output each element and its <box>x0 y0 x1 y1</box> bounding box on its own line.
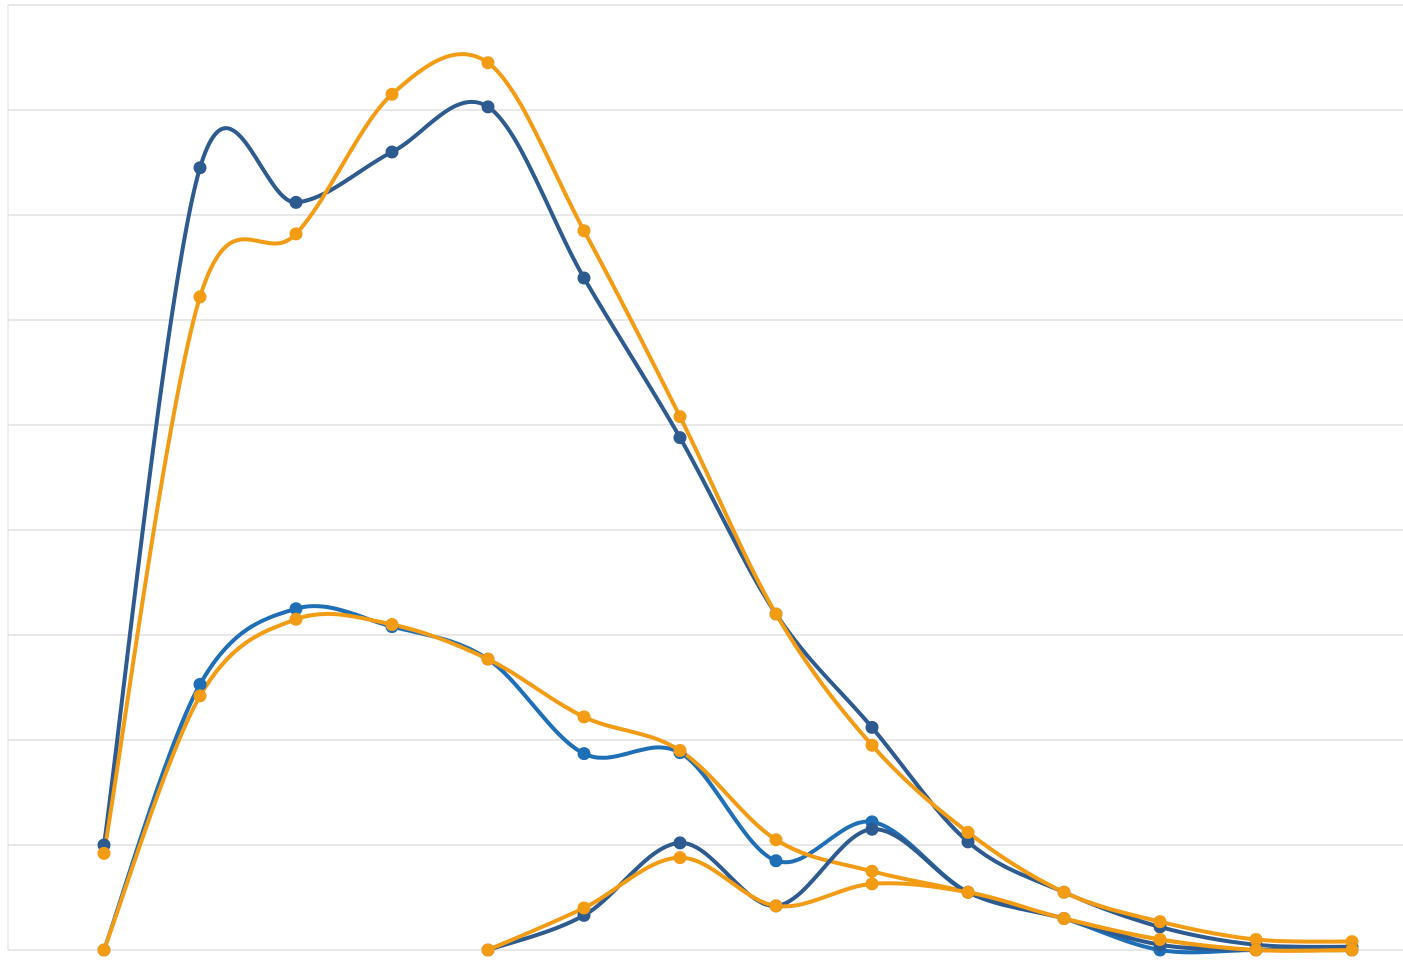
data-point-s2-x4 <box>481 56 495 70</box>
data-point-s3-x7 <box>769 854 783 868</box>
data-point-s1-x9 <box>961 835 975 849</box>
data-point-s6-x12 <box>1249 943 1263 957</box>
data-point-s6-x8 <box>865 877 879 891</box>
data-point-s5-x8 <box>865 822 879 836</box>
data-points <box>97 56 1359 957</box>
data-point-s3-x5 <box>577 747 591 761</box>
data-point-s2-x8 <box>865 738 879 752</box>
data-point-s2-x10 <box>1057 885 1071 899</box>
series-line-4 <box>102 611 1354 953</box>
data-point-s4-x0 <box>97 943 111 957</box>
data-point-s3-x1 <box>193 677 207 691</box>
data-point-s1-x5 <box>577 271 591 285</box>
data-point-s2-x11 <box>1153 915 1167 929</box>
data-point-s1-x1 <box>193 161 207 175</box>
data-point-s6-x13 <box>1345 943 1359 957</box>
data-point-s4-x6 <box>673 744 687 757</box>
data-point-s2-x3 <box>385 87 399 101</box>
data-point-s2-x12 <box>1249 933 1263 946</box>
series-line-3 <box>102 604 1354 955</box>
data-point-s1-x4 <box>481 100 495 114</box>
data-point-s4-x3 <box>385 618 399 631</box>
data-point-s6-x11 <box>1153 933 1167 946</box>
data-point-s2-x2 <box>289 227 303 241</box>
data-point-s6-x5 <box>577 901 591 915</box>
series-line-5 <box>486 827 1354 953</box>
data-point-s2-x7 <box>769 607 783 621</box>
series-lines <box>102 52 1354 955</box>
data-point-s6-x9 <box>961 885 975 899</box>
data-point-s1-x3 <box>385 145 399 159</box>
data-point-s1-x2 <box>289 195 303 209</box>
series-line-6 <box>486 855 1354 953</box>
data-point-s2-x9 <box>961 825 975 839</box>
data-point-s2-x5 <box>577 224 591 238</box>
data-point-s4-x1 <box>193 689 207 703</box>
data-point-s5-x6 <box>673 836 687 850</box>
data-point-s1-x8 <box>865 720 879 734</box>
data-point-s2-x0 <box>97 846 111 860</box>
data-point-s3-x2 <box>289 602 303 616</box>
data-point-s6-x4 <box>481 943 495 957</box>
series-line-2 <box>102 52 1354 944</box>
data-point-s4-x5 <box>577 710 591 724</box>
data-point-s2-x6 <box>673 410 687 424</box>
data-point-s6-x10 <box>1057 912 1071 925</box>
data-point-s4-x4 <box>481 652 495 666</box>
data-point-s2-x1 <box>193 290 207 304</box>
data-point-s6-x6 <box>673 851 687 865</box>
data-point-s4-x8 <box>865 864 879 878</box>
gridlines <box>7 4 1403 951</box>
data-point-s1-x6 <box>673 431 687 445</box>
series-line-1 <box>102 99 1354 949</box>
data-point-s4-x2 <box>289 612 303 626</box>
data-point-s4-x7 <box>769 833 783 847</box>
data-point-s6-x7 <box>769 899 783 913</box>
